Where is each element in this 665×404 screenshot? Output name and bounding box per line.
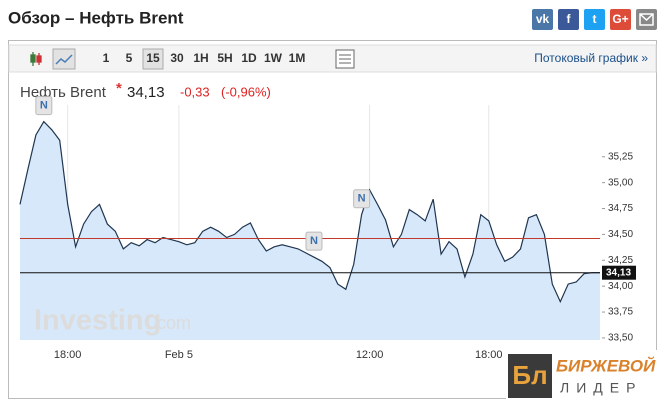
line xyxy=(19,120,600,304)
quote-change: -0,33 xyxy=(180,84,210,99)
y-tick-label: 34,25 xyxy=(608,255,633,266)
quote-price: 34,13 xyxy=(127,84,165,101)
logo-mark: Бл xyxy=(512,360,547,390)
last-price-label: 34,13 xyxy=(606,267,631,278)
y-tick-label: 34,50 xyxy=(608,229,633,240)
news-marker[interactable] xyxy=(305,231,323,251)
y-tick-label: 33,75 xyxy=(608,307,633,318)
share-glyph: f xyxy=(567,12,572,26)
logo-square xyxy=(508,354,552,398)
interval-button[interactable]: 30 xyxy=(170,51,184,65)
y-tick-label: 35,00 xyxy=(608,177,633,188)
stream-link[interactable]: Потоковый график » xyxy=(534,51,648,65)
share-icon[interactable] xyxy=(584,9,605,30)
logo-line1: БИРЖЕВОЙ xyxy=(556,355,656,375)
logo: Бл БИРЖЕВОЙ ЛИДЕР xyxy=(506,350,662,402)
quote-change-pct: (-0,96%) xyxy=(221,84,271,99)
share-icon[interactable] xyxy=(610,9,631,30)
area xyxy=(20,121,600,340)
interval-button[interactable]: 15 xyxy=(146,51,160,65)
news-marker[interactable] xyxy=(353,189,371,209)
interval-button[interactable]: 1 xyxy=(103,51,110,65)
news-marker[interactable] xyxy=(35,96,53,116)
news-marker-label: N xyxy=(40,99,48,111)
mail-glyph xyxy=(639,13,654,26)
line-icon xyxy=(55,54,73,65)
share-glyph: G+ xyxy=(612,12,628,26)
interval-button[interactable]: 5 xyxy=(126,51,133,65)
page-title: Обзор – Нефть Brent xyxy=(8,8,184,27)
share-bar: vk f t G+ xyxy=(532,9,631,30)
news-marker-label: N xyxy=(310,235,318,247)
line-icon-btn[interactable] xyxy=(52,48,76,70)
news-marker-label: N xyxy=(358,193,366,205)
watermark-suffix: .com xyxy=(152,313,191,333)
interval-buttons: 1 5 15 30 1H 5H 1D 1W 1M xyxy=(103,48,306,70)
candle-icon[interactable] xyxy=(30,52,42,66)
share-icon[interactable] xyxy=(532,9,553,30)
interval-button[interactable]: 1M xyxy=(289,51,306,65)
share-glyph: t xyxy=(593,12,597,26)
y-tick-label: 35,25 xyxy=(608,151,633,162)
table-glyph xyxy=(339,54,351,64)
share-icon[interactable] xyxy=(558,9,579,30)
toolbar xyxy=(8,44,657,73)
x-tick-label: 18:00 xyxy=(54,349,82,361)
quote-name: Нефть Brent xyxy=(20,84,107,101)
interval-button[interactable]: 1D xyxy=(241,51,257,65)
x-tick-label: 18:00 xyxy=(475,349,503,361)
logo-line2: ЛИДЕР xyxy=(560,380,642,396)
x-tick-label: 12:00 xyxy=(356,349,384,361)
interval-button[interactable]: 5H xyxy=(217,51,232,65)
plot: 18:00 Feb 5 12:00 18:00 33,50 33,75 34,00 34,25… xyxy=(19,96,636,361)
share-glyph: vk xyxy=(536,12,550,26)
y-tick-label: 34,75 xyxy=(608,203,633,214)
interval-button[interactable]: 1H xyxy=(193,51,208,65)
x-tick-label: Feb 5 xyxy=(165,349,193,361)
quote-star: * xyxy=(116,80,122,97)
watermark: Investing xyxy=(34,305,161,337)
y-tick-label: 34,00 xyxy=(608,281,633,292)
interval-button[interactable]: 1W xyxy=(264,51,283,65)
interval-selected[interactable] xyxy=(142,48,164,70)
y-tick-label: 33,50 xyxy=(608,333,633,344)
last-price-box xyxy=(602,265,636,280)
